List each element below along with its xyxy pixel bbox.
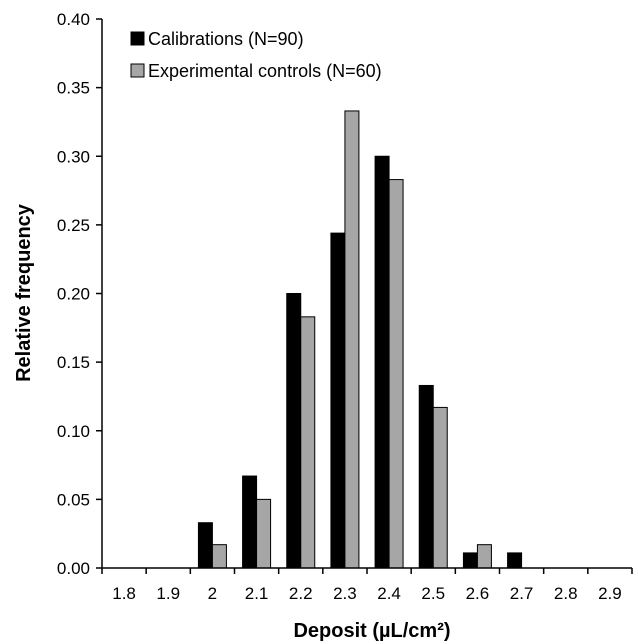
bar-calibrations xyxy=(374,155,390,569)
bar-experimental-controls xyxy=(256,498,272,569)
x-ticks-group: 1.8 1.9 2 2.1 2.2 2.3 2.4 2.5 2.6 2.7 2.8 2.9 xyxy=(101,568,633,603)
bar-experimental-controls xyxy=(432,406,448,569)
y-tick-label: 0.05 xyxy=(57,490,90,509)
y-tick-label: 0.30 xyxy=(57,147,90,166)
x-tick-label: 2.2 xyxy=(289,584,313,603)
x-tick-label: 2.1 xyxy=(245,584,269,603)
x-tick-label: 2.8 xyxy=(554,584,578,603)
x-tick-label: 2.4 xyxy=(377,584,401,603)
y-tick-label: 0.40 xyxy=(57,10,90,29)
x-tick-label: 2.6 xyxy=(466,584,490,603)
legend: Calibrations (N=90) Experimental control… xyxy=(130,29,382,81)
bar-calibrations xyxy=(507,552,523,569)
y-ticks-group: 0.00 0.05 0.10 0.15 0.20 0.25 0.30 0.35 0.40 xyxy=(57,10,102,578)
bar-calibrations xyxy=(418,384,434,569)
x-axis-title: Deposit (µL/cm²) xyxy=(293,620,450,642)
y-tick-label: 0.25 xyxy=(57,216,90,235)
x-tick-label: 2 xyxy=(208,584,217,603)
bar-calibrations xyxy=(197,522,213,569)
legend-label-calibrations: Calibrations (N=90) xyxy=(148,29,304,49)
x-tick-label: 2.7 xyxy=(510,584,534,603)
x-tick-label: 1.8 xyxy=(112,584,136,603)
bar-experimental-controls xyxy=(211,544,227,569)
bar-experimental-controls xyxy=(476,544,492,569)
legend-label-experimental-controls: Experimental controls (N=60) xyxy=(148,61,382,81)
bar-calibrations xyxy=(286,293,302,569)
bar-experimental-controls xyxy=(388,179,404,569)
x-tick-label: 2.5 xyxy=(421,584,445,603)
y-tick-label: 0.10 xyxy=(57,422,90,441)
y-tick-label: 0.00 xyxy=(57,559,90,578)
y-tick-label: 0.35 xyxy=(57,79,90,98)
bar-calibrations xyxy=(242,475,258,569)
y-axis-title: Relative frequency xyxy=(13,203,35,382)
x-tick-label: 2.3 xyxy=(333,584,357,603)
bar-experimental-controls xyxy=(300,316,316,569)
bar-experimental-controls xyxy=(344,110,360,569)
legend-swatch-calibrations xyxy=(130,31,145,46)
x-tick-label: 1.9 xyxy=(156,584,180,603)
legend-swatch-experimental-controls xyxy=(130,63,145,78)
bar-calibrations xyxy=(330,232,346,569)
x-tick-label: 2.9 xyxy=(598,584,622,603)
y-tick-label: 0.15 xyxy=(57,353,90,372)
bars-group xyxy=(197,110,523,569)
y-tick-label: 0.20 xyxy=(57,285,90,304)
bar-calibrations xyxy=(462,552,478,569)
